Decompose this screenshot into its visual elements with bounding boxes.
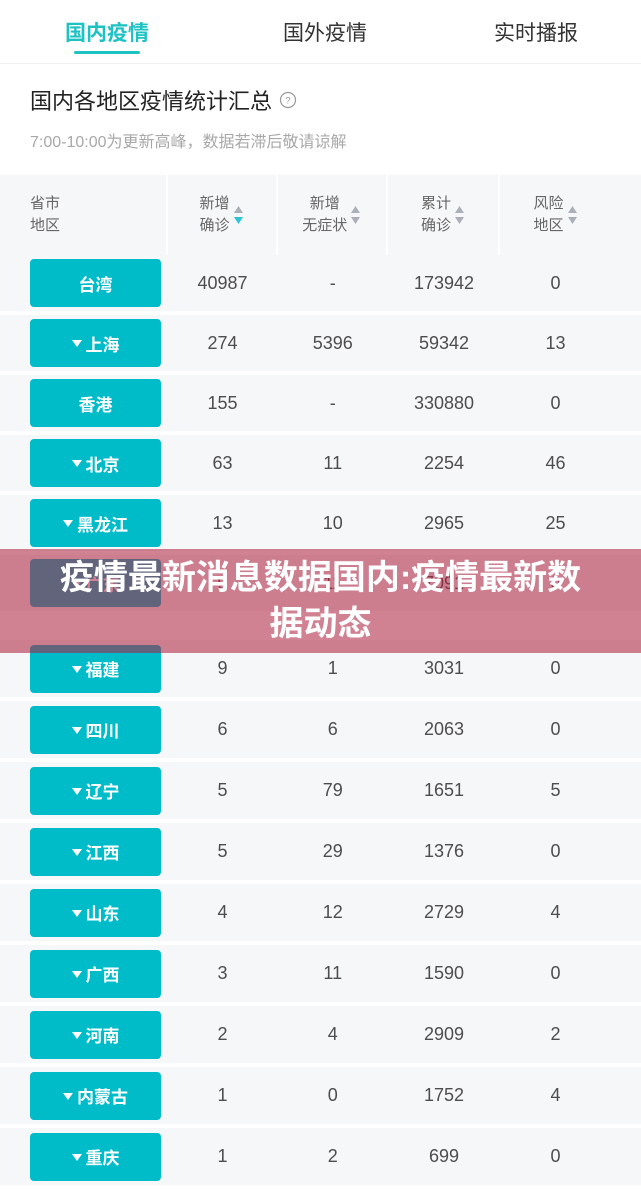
svg-text:?: ? (285, 95, 290, 105)
